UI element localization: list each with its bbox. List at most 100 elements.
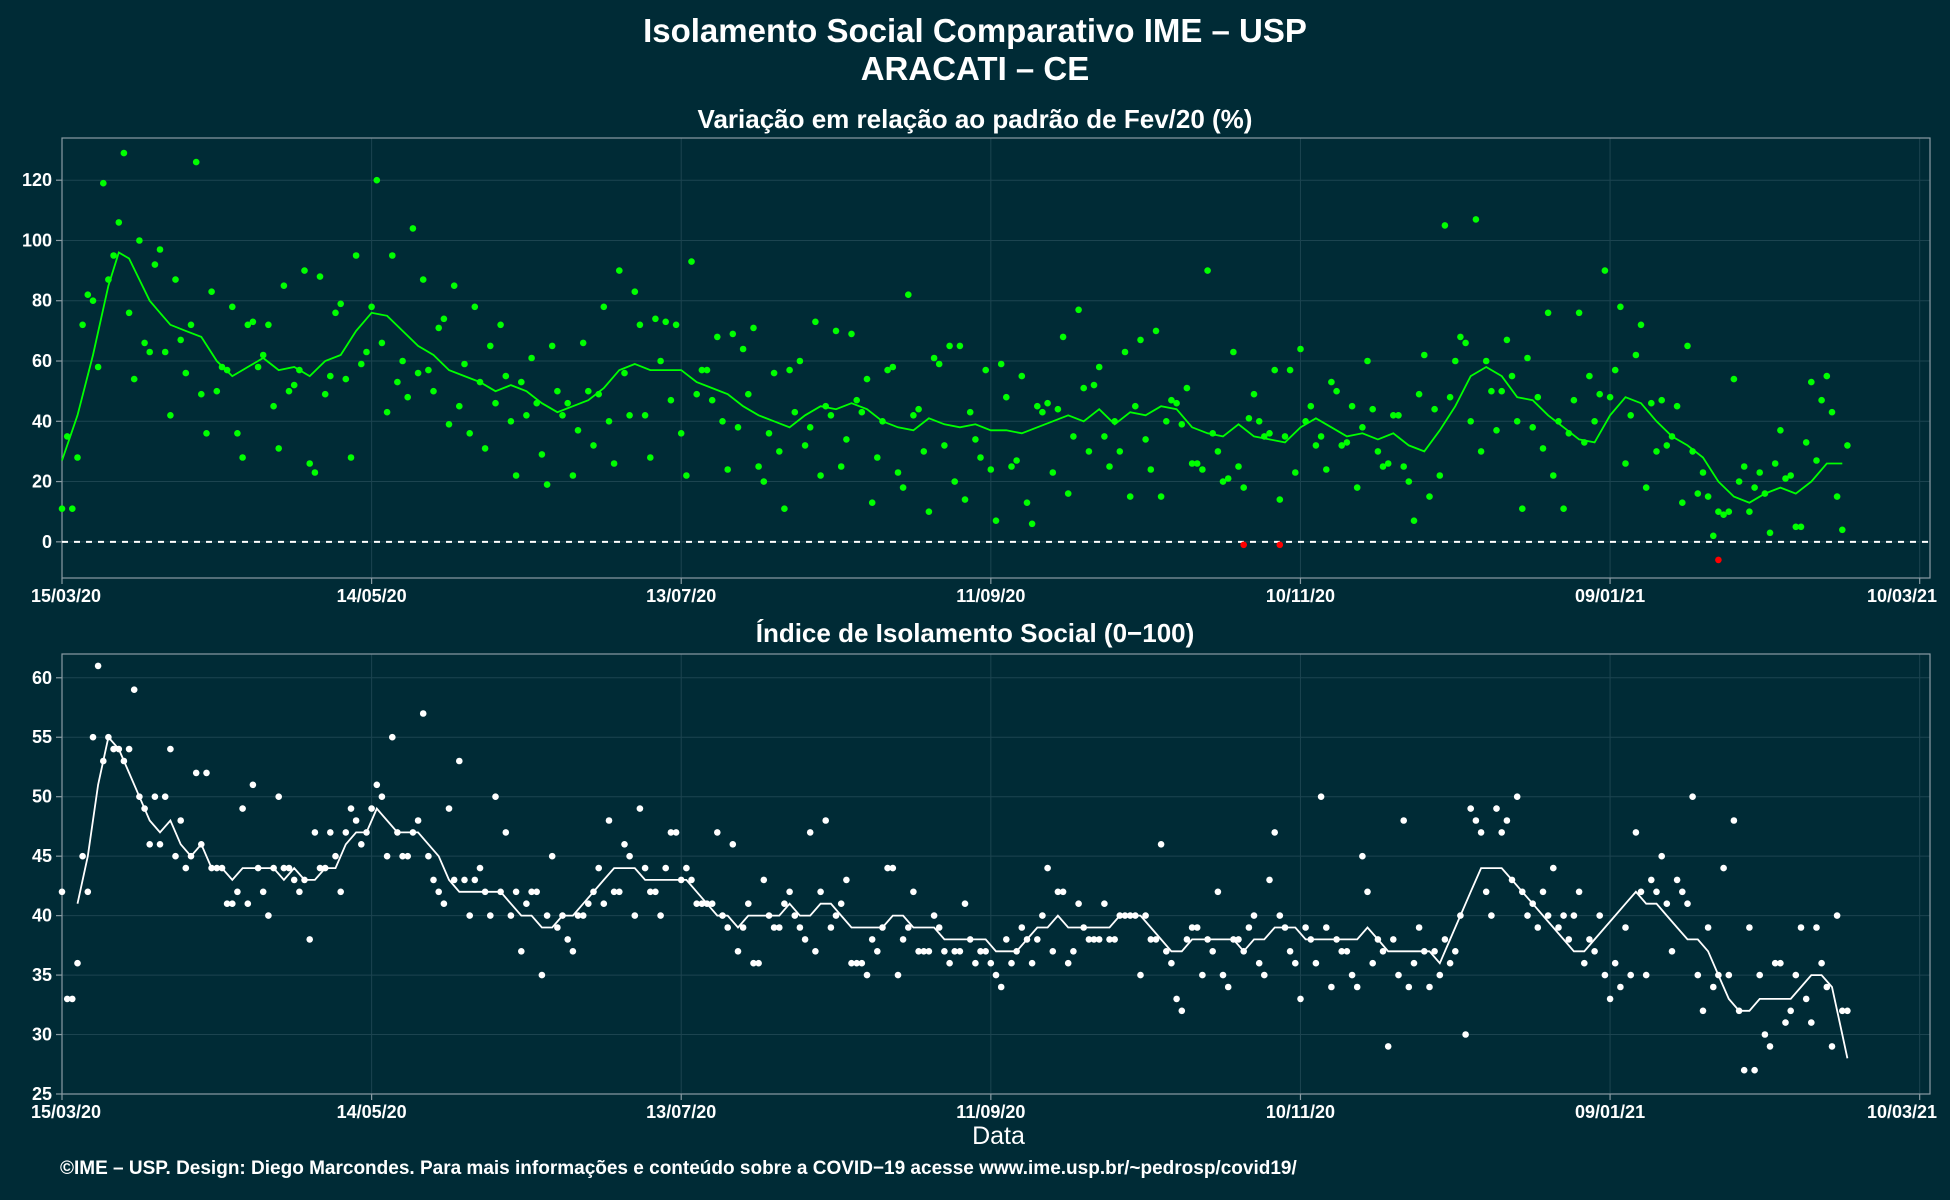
data-point — [1730, 817, 1738, 824]
data-point — [1302, 924, 1309, 931]
data-point — [543, 912, 551, 919]
data-point — [1544, 912, 1552, 919]
data-point — [1328, 983, 1335, 991]
data-point — [621, 841, 628, 848]
data-point — [1426, 983, 1433, 991]
data-point — [1271, 829, 1278, 836]
data-point — [1286, 366, 1294, 374]
data-point — [389, 733, 396, 741]
data-point — [1343, 439, 1351, 446]
data-point — [605, 418, 613, 425]
data-point — [1503, 817, 1511, 824]
data-point — [1090, 381, 1098, 389]
data-point — [1828, 408, 1836, 416]
data-point — [115, 745, 123, 753]
data-point — [1642, 484, 1650, 491]
data-point — [688, 258, 695, 265]
data-point — [1101, 900, 1108, 907]
data-point — [481, 888, 489, 896]
data-point — [786, 366, 793, 374]
data-point — [884, 366, 891, 374]
data-point — [1524, 912, 1531, 919]
data-point — [729, 330, 737, 338]
data-point — [791, 408, 799, 416]
data-point — [641, 412, 649, 419]
y-tick-label: 25 — [32, 1084, 52, 1104]
data-point — [1467, 805, 1474, 812]
data-point — [657, 912, 664, 919]
data-point — [837, 463, 845, 470]
data-point — [1152, 327, 1160, 335]
data-point — [1787, 1007, 1794, 1015]
data-point — [1250, 390, 1258, 398]
y-tick-label: 100 — [22, 230, 52, 250]
data-point — [905, 291, 912, 299]
data-point — [1611, 959, 1619, 967]
data-point — [910, 888, 917, 896]
data-point — [1013, 457, 1020, 464]
data-point — [1472, 216, 1480, 223]
data-point — [69, 505, 76, 512]
data-point — [1622, 460, 1629, 467]
data-point — [275, 445, 283, 452]
data-point — [1544, 309, 1552, 317]
data-point — [259, 351, 267, 359]
data-point — [110, 252, 117, 259]
data-point — [776, 448, 783, 455]
data-point — [492, 399, 499, 407]
data-point — [1462, 1031, 1469, 1038]
data-point — [894, 469, 902, 476]
data-point — [1142, 912, 1149, 919]
data-point — [445, 805, 453, 812]
data-point — [972, 436, 979, 443]
data-point — [270, 402, 277, 410]
data-point — [208, 864, 215, 872]
data-point — [290, 876, 298, 884]
data-point — [89, 733, 97, 741]
data-point — [1152, 936, 1160, 943]
data-point — [425, 852, 432, 860]
data-point — [1699, 469, 1707, 476]
data-point — [110, 745, 117, 753]
data-point — [1673, 876, 1681, 884]
data-point — [1627, 412, 1634, 419]
data-point — [1441, 936, 1449, 943]
data-point — [1782, 475, 1789, 482]
data-point — [533, 888, 540, 896]
data-point — [89, 297, 97, 305]
data-point — [1178, 1007, 1186, 1015]
data-point — [1323, 466, 1330, 473]
data-point — [672, 829, 680, 836]
x-tick-label: 14/05/20 — [337, 586, 407, 606]
data-point — [1844, 1007, 1851, 1015]
data-point — [605, 817, 613, 824]
data-point — [265, 912, 272, 919]
data-point — [1323, 924, 1330, 931]
data-point — [585, 387, 592, 395]
data-point — [301, 267, 308, 274]
data-point — [1193, 924, 1201, 931]
data-point — [698, 900, 706, 907]
data-point — [1611, 366, 1619, 374]
data-point — [1462, 339, 1469, 347]
y-tick-label: 50 — [32, 787, 52, 807]
x-tick-label: 10/11/20 — [1266, 1102, 1335, 1122]
data-point — [1441, 222, 1449, 229]
data-point — [1808, 1019, 1815, 1026]
data-point — [1813, 924, 1820, 931]
data-point — [1245, 924, 1253, 931]
data-point — [1410, 517, 1418, 524]
data-point — [693, 900, 700, 907]
data-point — [941, 442, 948, 449]
data-point — [1756, 469, 1763, 476]
data-point — [306, 936, 314, 943]
data-point — [450, 876, 458, 884]
data-point — [1095, 363, 1103, 371]
data-point — [1034, 936, 1041, 943]
data-point — [249, 781, 257, 789]
data-point — [1121, 348, 1129, 356]
data-point — [1436, 971, 1444, 979]
data-point — [1839, 526, 1846, 534]
data-point — [1390, 412, 1397, 419]
footer-caption: ©IME – USP. Design: Diego Marcondes. Par… — [60, 1158, 1297, 1179]
